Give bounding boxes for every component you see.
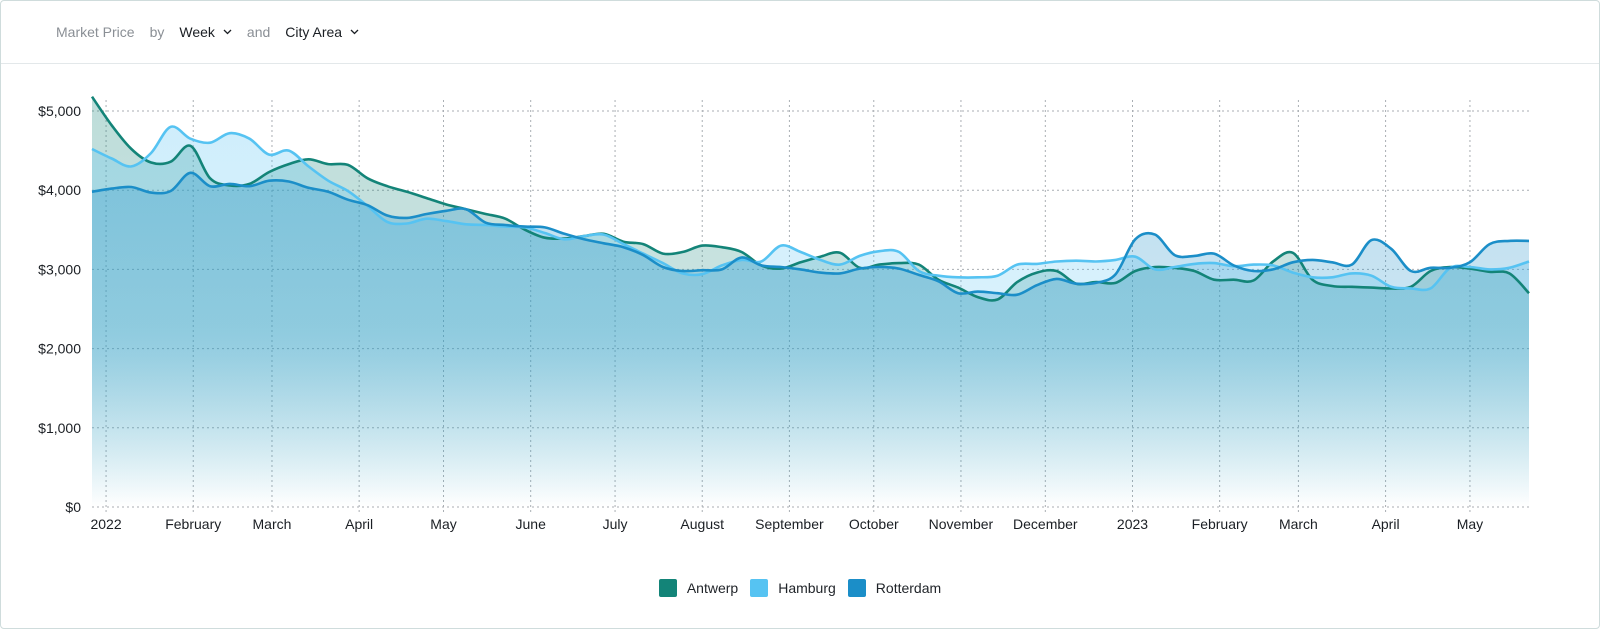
x-tick-label: October	[849, 516, 899, 532]
x-tick-label: 2023	[1117, 516, 1148, 532]
x-tick-label: February	[165, 516, 221, 532]
legend-item-hamburg[interactable]: Hamburg	[750, 579, 836, 597]
legend-item-rotterdam[interactable]: Rotterdam	[847, 579, 942, 597]
group-dropdown-value: City Area	[285, 24, 343, 40]
y-tick-label: $3,000	[38, 261, 81, 277]
series-line-antwerp[interactable]	[90, 95, 1530, 302]
chart-lines	[90, 95, 1530, 302]
x-axis: 2022 February March April May June July August S…	[90, 516, 1483, 532]
by-label: by	[149, 24, 165, 40]
chart-legend: Antwerp Hamburg Rotterdam	[1, 579, 1599, 597]
series-area-rotterdam	[92, 172, 1529, 507]
price-chart: $0 $1,000 $2,000 $3,000 $4,000 $5,000 2022 Feb…	[38, 95, 1530, 532]
x-tick-label: May	[1457, 516, 1483, 532]
series-line-rotterdam[interactable]	[91, 171, 1530, 297]
legend-label: Antwerp	[686, 580, 739, 596]
legend-swatch	[658, 579, 677, 597]
x-tick-label: November	[929, 516, 994, 532]
x-tick-label: December	[1013, 516, 1078, 532]
x-tick-label: June	[516, 516, 547, 532]
legend-item-antwerp[interactable]: Antwerp	[658, 579, 739, 597]
chevron-down-icon	[223, 29, 232, 35]
x-tick-label: February	[1192, 516, 1248, 532]
y-tick-label: $1,000	[38, 420, 81, 436]
y-tick-label: $2,000	[38, 341, 81, 357]
series-line-hamburg[interactable]	[91, 125, 1530, 292]
x-tick-label: September	[755, 516, 824, 532]
y-axis: $0 $1,000 $2,000 $3,000 $4,000 $5,000	[38, 103, 81, 515]
chevron-down-icon	[350, 29, 359, 35]
period-dropdown[interactable]: Week	[179, 24, 232, 40]
group-dropdown[interactable]: City Area	[285, 24, 359, 40]
y-tick-label: $0	[65, 499, 81, 515]
x-tick-label: July	[603, 516, 628, 532]
and-label: and	[246, 24, 271, 40]
chart-areas	[92, 96, 1529, 507]
x-tick-label: March	[253, 516, 292, 532]
metric-label: Market Price	[56, 24, 135, 40]
x-tick-label: April	[345, 516, 373, 532]
legend-swatch	[847, 579, 866, 597]
y-tick-label: $5,000	[38, 103, 81, 119]
legend-label: Hamburg	[778, 580, 836, 596]
x-tick-label: August	[680, 516, 724, 532]
y-tick-label: $4,000	[38, 182, 81, 198]
legend-swatch	[750, 579, 769, 597]
x-tick-label: April	[1372, 516, 1400, 532]
x-tick-label: 2022	[90, 516, 121, 532]
chart-header: Market Price by Week and City Area	[1, 1, 1599, 64]
legend-label: Rotterdam	[875, 580, 942, 596]
x-tick-label: May	[430, 516, 456, 532]
x-tick-label: March	[1279, 516, 1318, 532]
period-dropdown-value: Week	[179, 24, 215, 40]
